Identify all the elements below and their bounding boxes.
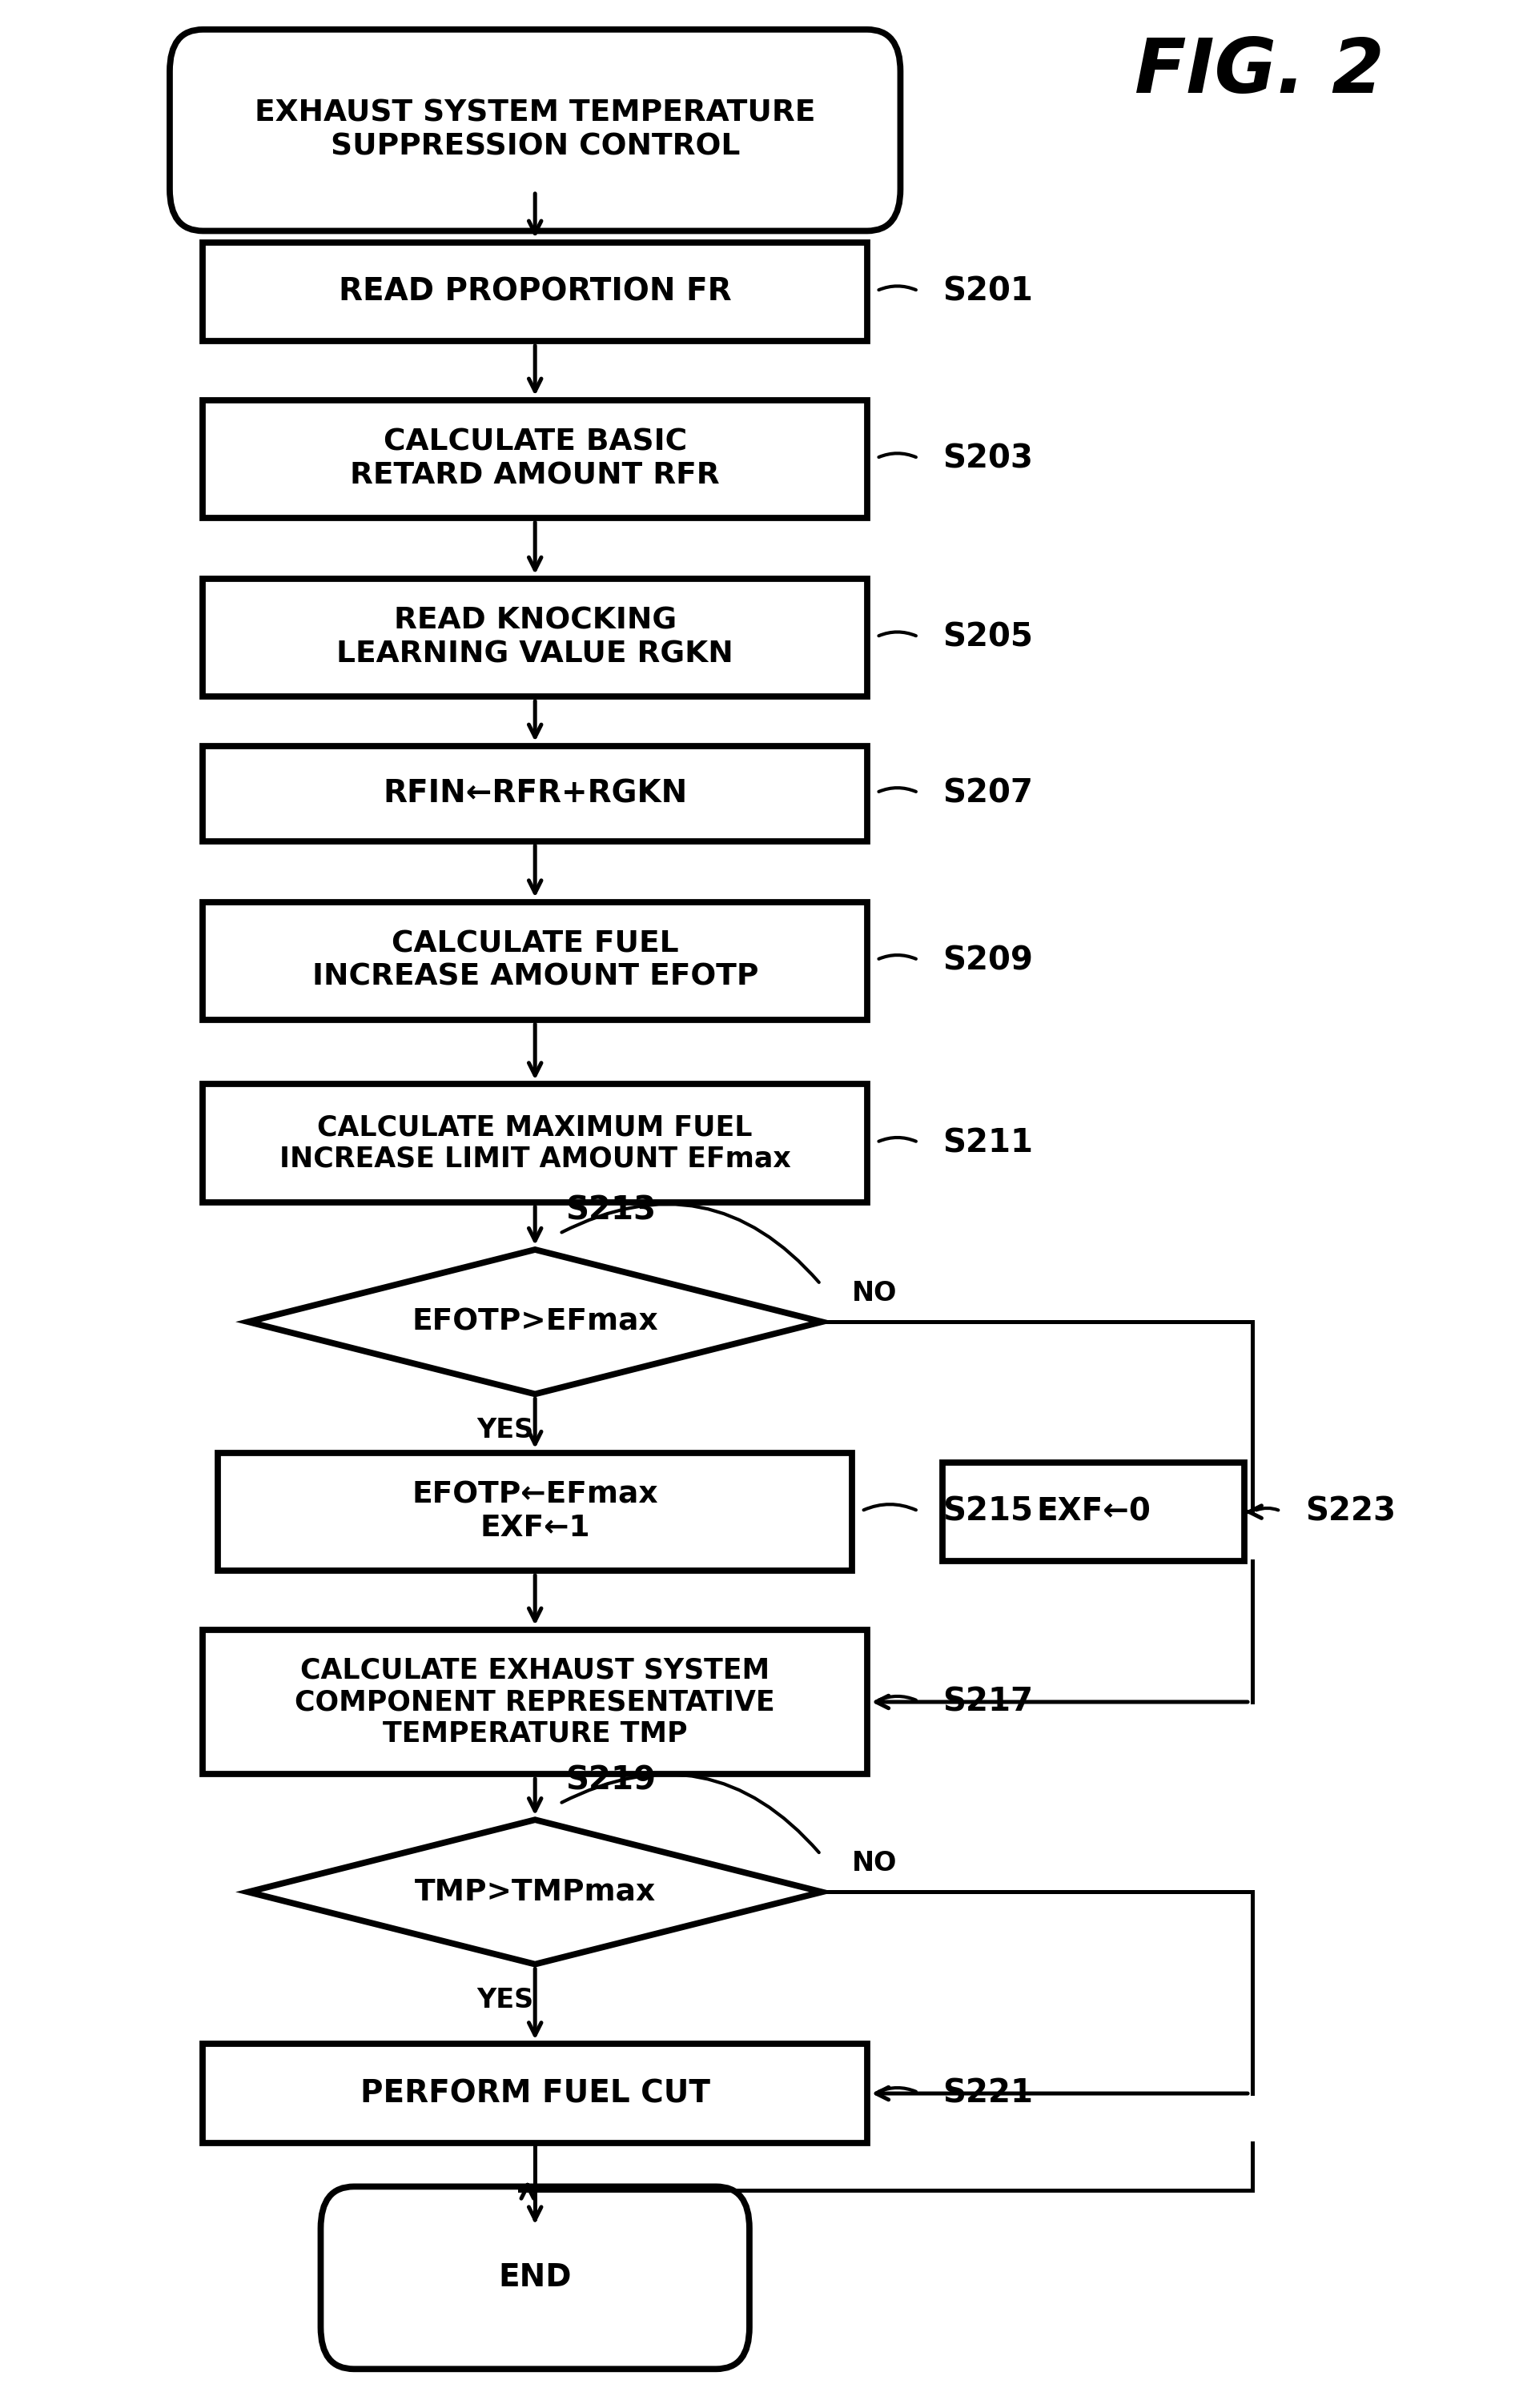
Text: S209: S209 — [943, 944, 1033, 978]
Bar — [203, 578, 867, 696]
Bar — [203, 1630, 867, 1775]
Text: READ PROPORTION FR: READ PROPORTION FR — [338, 277, 731, 306]
Polygon shape — [248, 1820, 822, 1965]
Text: EFOTP>EFmax: EFOTP>EFmax — [411, 1308, 658, 1336]
Bar — [203, 1084, 867, 1202]
Text: CALCULATE BASIC
RETARD AMOUNT RFR: CALCULATE BASIC RETARD AMOUNT RFR — [350, 429, 720, 491]
Bar — [203, 243, 867, 342]
FancyBboxPatch shape — [321, 2186, 749, 2369]
Text: EFOTP←EFmax
EXF←1: EFOTP←EFmax EXF←1 — [411, 1481, 658, 1544]
Bar — [203, 903, 867, 1019]
Text: YES: YES — [477, 1416, 533, 1442]
Text: TMP>TMPmax: TMP>TMPmax — [414, 1878, 656, 1907]
Text: S223: S223 — [1305, 1495, 1395, 1529]
Text: PERFORM FUEL CUT: PERFORM FUEL CUT — [359, 2078, 710, 2109]
Text: EXF←0: EXF←0 — [1037, 1498, 1151, 1527]
Bar — [203, 400, 867, 518]
Bar — [943, 1462, 1244, 1560]
Text: FIG. 2: FIG. 2 — [1135, 36, 1384, 108]
Text: S213: S213 — [565, 1194, 656, 1226]
Text: S207: S207 — [943, 778, 1033, 809]
Text: END: END — [498, 2264, 571, 2292]
Text: S221: S221 — [943, 2078, 1033, 2109]
Text: CALCULATE MAXIMUM FUEL
INCREASE LIMIT AMOUNT EFmax: CALCULATE MAXIMUM FUEL INCREASE LIMIT AM… — [279, 1115, 790, 1173]
Text: S217: S217 — [943, 1686, 1033, 1717]
Text: S211: S211 — [943, 1127, 1033, 1158]
Text: S205: S205 — [943, 621, 1033, 653]
Text: S219: S219 — [565, 1765, 656, 1796]
Text: CALCULATE FUEL
INCREASE AMOUNT EFOTP: CALCULATE FUEL INCREASE AMOUNT EFOTP — [312, 929, 758, 992]
Text: S201: S201 — [943, 277, 1033, 308]
Text: NO: NO — [851, 1849, 897, 1876]
Text: S203: S203 — [943, 443, 1033, 474]
Text: CALCULATE EXHAUST SYSTEM
COMPONENT REPRESENTATIVE
TEMPERATURE TMP: CALCULATE EXHAUST SYSTEM COMPONENT REPRE… — [295, 1657, 775, 1748]
Bar — [218, 1452, 851, 1570]
Text: YES: YES — [477, 1987, 533, 2013]
FancyBboxPatch shape — [169, 29, 900, 231]
Text: S215: S215 — [943, 1495, 1033, 1529]
Text: EXHAUST SYSTEM TEMPERATURE
SUPPRESSION CONTROL: EXHAUST SYSTEM TEMPERATURE SUPPRESSION C… — [254, 99, 815, 161]
Text: NO: NO — [851, 1281, 897, 1308]
Text: RFIN←RFR+RGKN: RFIN←RFR+RGKN — [382, 778, 687, 809]
Polygon shape — [248, 1250, 822, 1394]
Bar — [203, 746, 867, 840]
Bar — [203, 2044, 867, 2143]
Text: READ KNOCKING
LEARNING VALUE RGKN: READ KNOCKING LEARNING VALUE RGKN — [337, 607, 734, 669]
